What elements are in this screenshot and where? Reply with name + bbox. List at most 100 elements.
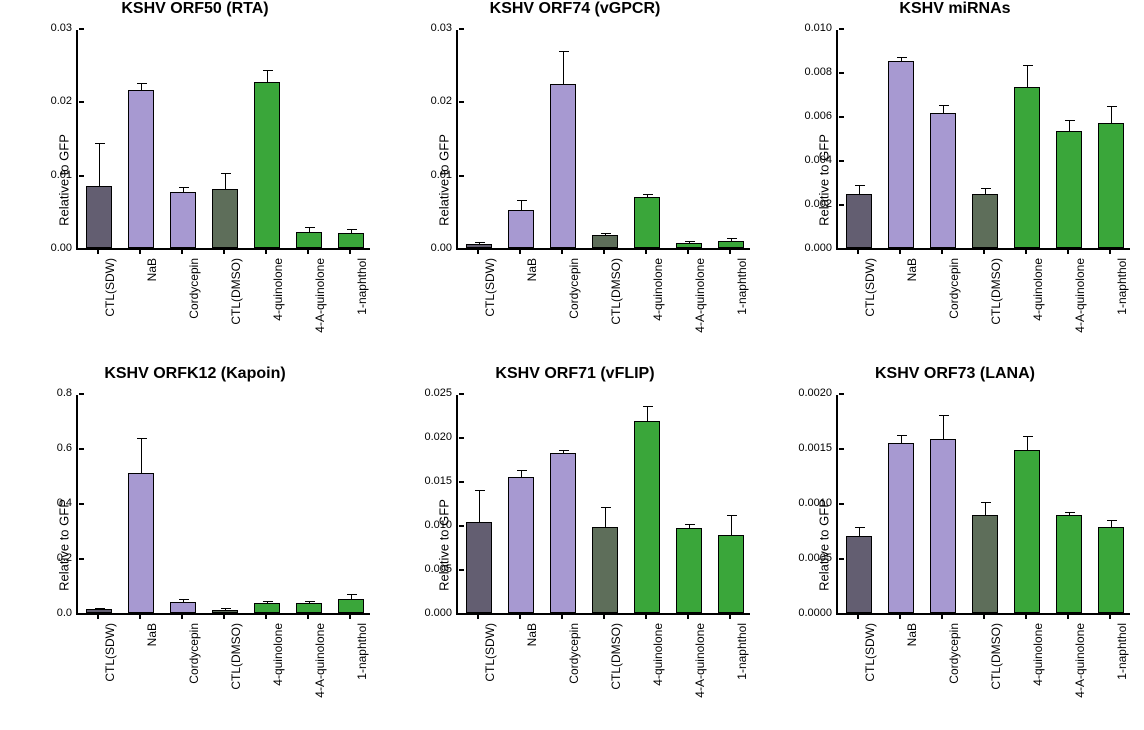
panel-title: KSHV ORFK12 (Kapoin) [10, 365, 380, 383]
panel-title: KSHV miRNAs [770, 0, 1140, 18]
error-bar [647, 194, 648, 197]
y-axis-label: Relative to GFP [436, 499, 451, 591]
error-bar [479, 242, 480, 243]
x-tick [1025, 614, 1027, 619]
x-label: NaB [145, 623, 159, 646]
error-bar [689, 524, 690, 528]
x-label: 4-A-quinolone [693, 623, 707, 698]
bar [592, 235, 618, 248]
x-tick [477, 614, 479, 619]
error-bar [225, 173, 226, 189]
x-tick [983, 249, 985, 254]
bar [718, 535, 744, 613]
error-bar [225, 608, 226, 610]
x-label: 4-A-quinolone [313, 258, 327, 333]
x-tick [899, 614, 901, 619]
y-tick: 0.03 [431, 22, 458, 34]
x-label: 4-quinolone [271, 623, 285, 686]
bar [846, 194, 872, 248]
x-label: Cordycepin [947, 258, 961, 319]
plot-area: 0.0000.0050.0100.0150.0200.025 [456, 395, 750, 615]
bar [212, 189, 238, 248]
bar [338, 233, 364, 248]
y-tick: 0.02 [431, 95, 458, 107]
x-label: NaB [905, 623, 919, 646]
bar [296, 603, 322, 613]
bar [170, 602, 196, 613]
y-tick: 0.02 [51, 95, 78, 107]
x-tick [1067, 249, 1069, 254]
plot-area: 0.000.010.020.03 [456, 30, 750, 250]
error-bar [183, 187, 184, 191]
x-label: CTL(SDW) [103, 623, 117, 682]
bar [634, 197, 660, 248]
error-bar [99, 608, 100, 610]
error-bar [901, 57, 902, 61]
error-bar [605, 507, 606, 527]
panel-orf74: KSHV ORF74 (vGPCR)Relative to GFP0.000.0… [390, 0, 760, 360]
y-axis-label: Relative to GFP [816, 499, 831, 591]
bar [86, 186, 112, 248]
bar [1098, 527, 1124, 613]
x-tick [139, 249, 141, 254]
error-bar [1111, 520, 1112, 528]
error-bar [901, 435, 902, 443]
bar [846, 536, 872, 613]
x-tick [1109, 614, 1111, 619]
x-tick [561, 249, 563, 254]
y-tick: 0.025 [424, 387, 458, 399]
x-tick [477, 249, 479, 254]
x-tick [857, 249, 859, 254]
x-tick [1067, 614, 1069, 619]
error-bar [183, 599, 184, 602]
bar [550, 84, 576, 248]
x-labels: CTL(SDW)NaBCordycepinCTL(DMSO)4-quinolon… [836, 619, 1130, 725]
x-label: Cordycepin [187, 623, 201, 684]
error-bar [689, 241, 690, 243]
x-tick [729, 614, 731, 619]
bar [550, 453, 576, 613]
x-tick [645, 249, 647, 254]
x-label: 4-quinolone [1031, 623, 1045, 686]
bar [1014, 450, 1040, 613]
y-axis-label: Relative to GFP [816, 134, 831, 226]
bar [1056, 131, 1082, 248]
error-bar [985, 502, 986, 515]
plot-area: 0.00000.00050.00100.00150.0020 [836, 395, 1130, 615]
error-bar [309, 601, 310, 604]
x-tick [603, 614, 605, 619]
bar [212, 610, 238, 613]
x-label: 4-A-quinolone [693, 258, 707, 333]
bar [634, 421, 660, 613]
panel-orf50: KSHV ORF50 (RTA)Relative to GFP0.000.010… [10, 0, 380, 360]
x-label: Cordycepin [567, 623, 581, 684]
panel-title: KSHV ORF71 (vFLIP) [390, 365, 760, 383]
x-label: NaB [525, 623, 539, 646]
error-bar [563, 51, 564, 83]
error-bar [99, 143, 100, 186]
bar [972, 515, 998, 613]
x-tick [519, 614, 521, 619]
x-tick [139, 614, 141, 619]
y-tick: 0.01 [51, 169, 78, 181]
x-tick [561, 614, 563, 619]
bar [930, 113, 956, 248]
y-tick: 0.0010 [798, 497, 838, 509]
bar [1098, 123, 1124, 248]
x-label: CTL(SDW) [863, 623, 877, 682]
error-bar [267, 601, 268, 604]
y-tick: 0.010 [804, 22, 838, 34]
x-label: CTL(DMSO) [989, 623, 1003, 690]
bar [254, 82, 280, 248]
x-tick [899, 249, 901, 254]
error-bar [859, 527, 860, 536]
x-tick [97, 249, 99, 254]
x-labels: CTL(SDW)NaBCordycepinCTL(DMSO)4-quinolon… [456, 254, 750, 360]
x-label: 4-quinolone [651, 258, 665, 321]
y-tick: 0.010 [424, 519, 458, 531]
bar [1056, 515, 1082, 613]
y-tick: 0.6 [57, 442, 78, 454]
y-tick: 0.000 [804, 242, 838, 254]
x-label: CTL(DMSO) [609, 258, 623, 325]
error-bar [731, 515, 732, 534]
